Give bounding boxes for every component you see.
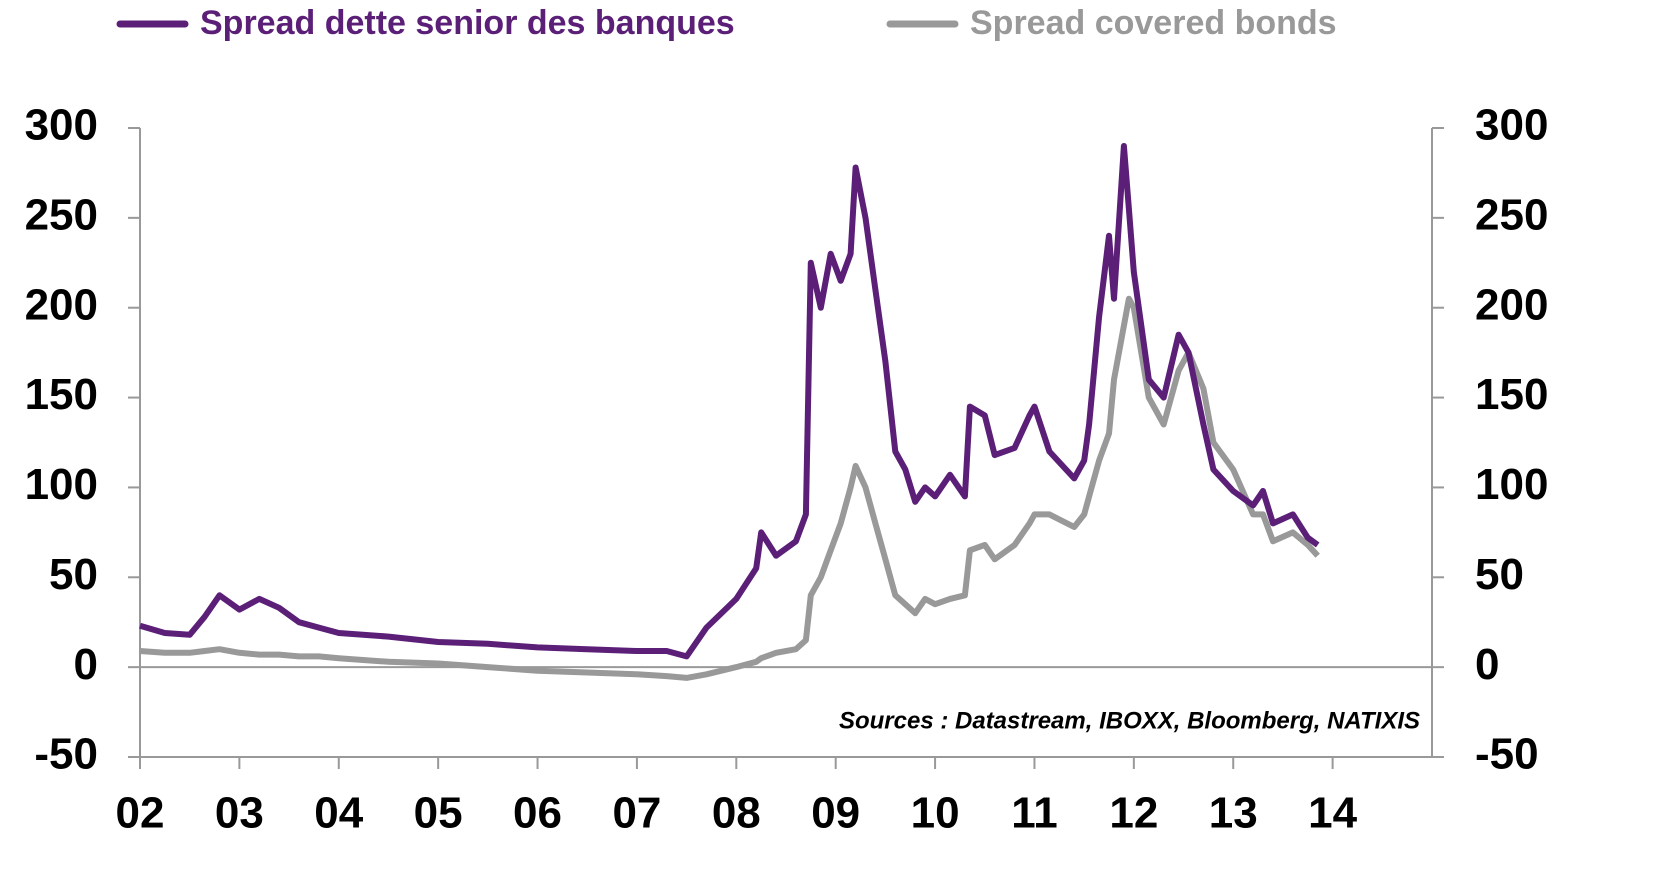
y2-tick-label: 250 [1475, 190, 1548, 239]
y-tick-label: 200 [25, 280, 98, 329]
y2-tick-label: 150 [1475, 370, 1548, 419]
y2-tick-label: 100 [1475, 460, 1548, 509]
series-line [139, 295, 1320, 681]
y2-tick-label: 0 [1475, 640, 1499, 689]
y-tick-label: 300 [25, 101, 98, 150]
x-tick-label: 06 [513, 789, 562, 838]
x-tick-label: 03 [215, 789, 264, 838]
y-tick-label: -50 [34, 730, 98, 779]
x-tick-label: 07 [612, 789, 661, 838]
x-tick-label: 02 [116, 789, 165, 838]
x-tick-label: 09 [811, 789, 860, 838]
x-tick-label: 05 [414, 789, 463, 838]
x-tick-label: 14 [1308, 789, 1357, 838]
annotation: Sources : Datastream, IBOXX, Bloomberg, … [839, 707, 1420, 734]
y2-tick-label: -50 [1475, 730, 1539, 779]
y-tick-label: 0 [74, 640, 98, 689]
x-tick-label: 13 [1209, 789, 1258, 838]
y2-tick-label: 200 [1475, 280, 1548, 329]
y2-tick-label: 50 [1475, 550, 1524, 599]
x-tick-label: 10 [911, 789, 960, 838]
legend-label: Spread covered bonds [970, 4, 1337, 42]
y-tick-label: 50 [49, 550, 98, 599]
series-line [139, 143, 1320, 660]
legend-label: Spread dette senior des banques [200, 4, 735, 42]
y-tick-label: 250 [25, 190, 98, 239]
y2-tick-label: 300 [1475, 101, 1548, 150]
x-tick-label: 04 [314, 789, 363, 838]
y-tick-label: 150 [25, 370, 98, 419]
x-tick-label: 08 [712, 789, 761, 838]
y-tick-label: 100 [25, 460, 98, 509]
x-tick-label: 11 [1011, 789, 1058, 838]
x-tick-label: 12 [1109, 789, 1158, 838]
